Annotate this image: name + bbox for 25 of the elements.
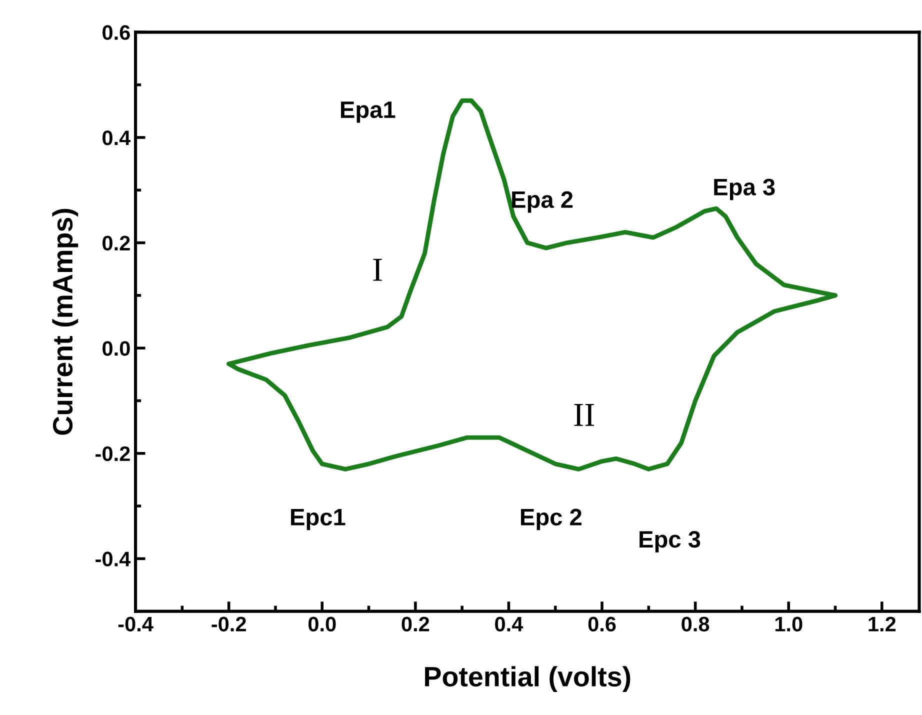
x-tick-label: 0.2 <box>402 616 430 632</box>
x-tick-label: -0.4 <box>118 616 154 632</box>
y-tick-label: 0.4 <box>102 130 131 146</box>
x-tick-label: 0.0 <box>308 616 336 632</box>
annotation: Epa 3 <box>714 178 775 200</box>
annotation: I <box>373 258 382 281</box>
annotation: Epa1 <box>340 102 396 123</box>
annotation: II <box>574 404 594 426</box>
annotation: Epc 2 <box>521 508 582 530</box>
x-axis-title: Potential (volts) <box>425 666 630 692</box>
x-tick-label: 1.0 <box>775 616 802 632</box>
annotation: Epc 3 <box>640 531 700 552</box>
y-tick-label: 0.2 <box>102 236 130 251</box>
y-tick-label: -0.2 <box>96 446 130 462</box>
y-tick-label: -0.4 <box>96 552 131 566</box>
x-tick-label: -0.2 <box>212 616 246 632</box>
x-tick-label: 0.4 <box>495 616 524 632</box>
annotation: Epa 2 <box>512 191 573 213</box>
annotation: Epc1 <box>291 509 346 530</box>
x-tick-label: 0.6 <box>588 616 616 632</box>
y-tick-label: 0.6 <box>102 25 130 40</box>
y-axis-title: Current (mAmps) <box>52 208 78 435</box>
x-tick-label: 0.8 <box>682 616 710 632</box>
y-tick-label: 0.0 <box>102 341 130 356</box>
x-tick-label: 1.2 <box>868 616 896 632</box>
